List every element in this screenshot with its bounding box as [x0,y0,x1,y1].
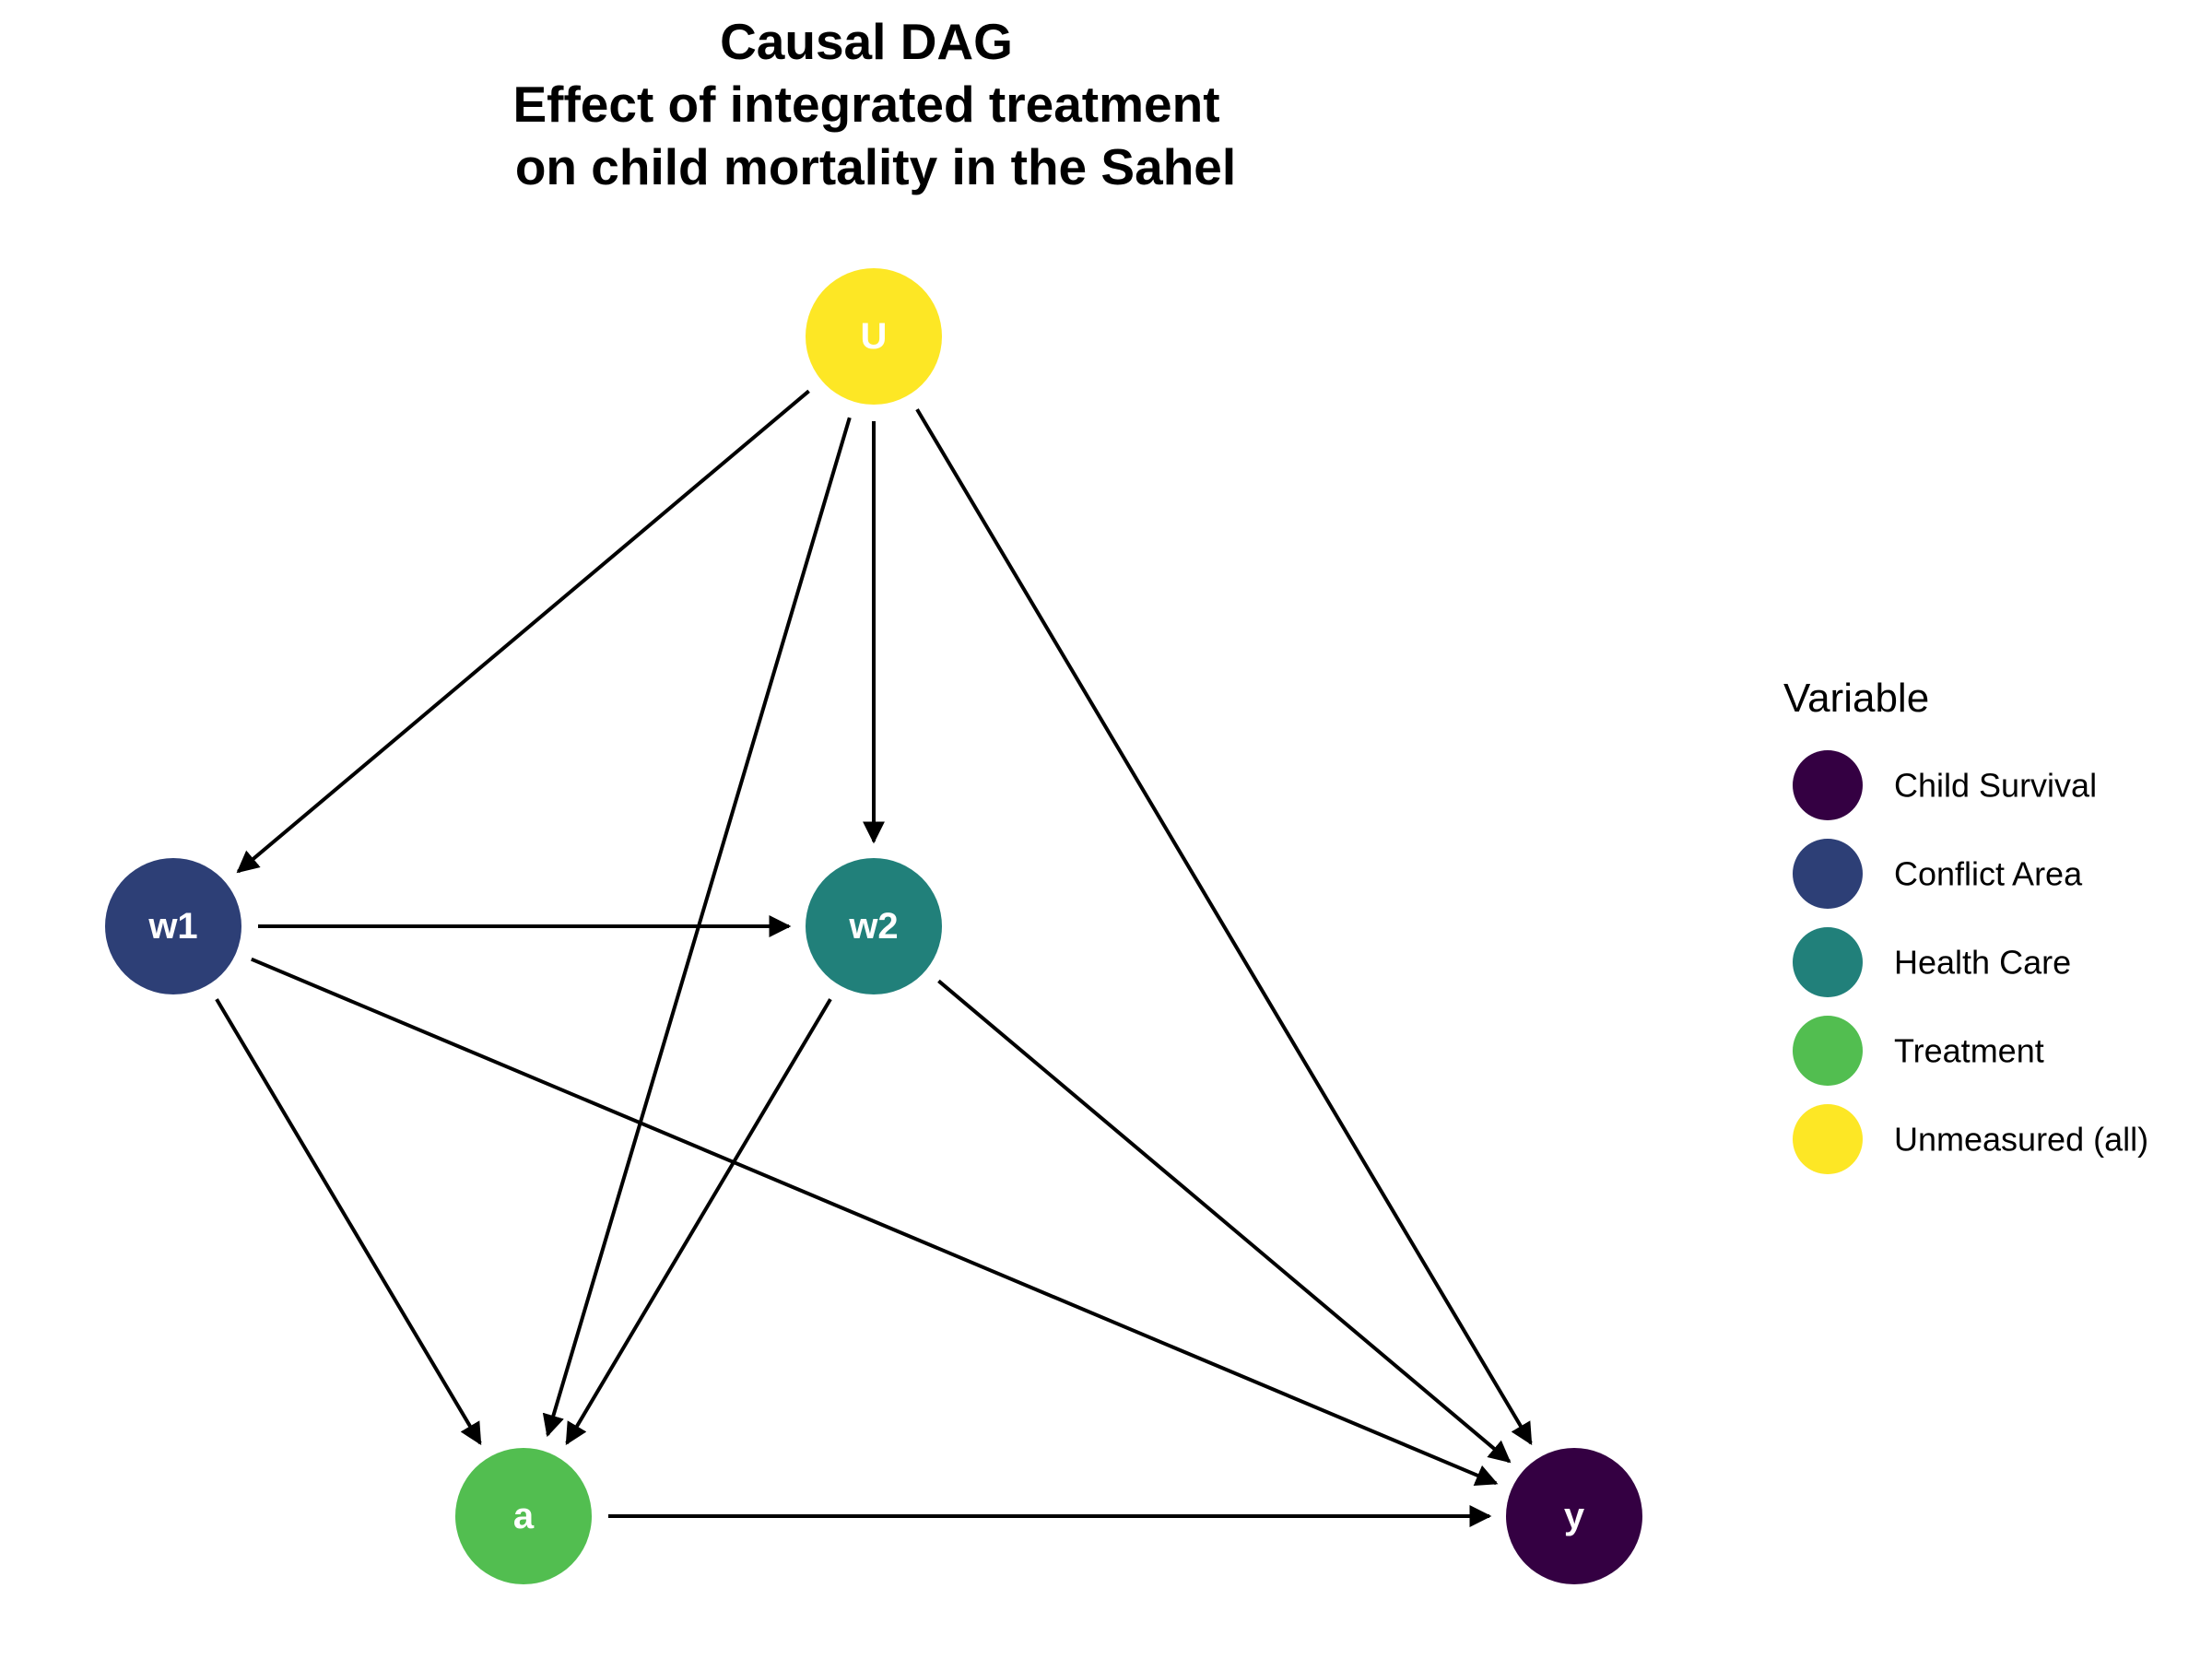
nodes: Uw1 w2 a y [105,268,1642,1584]
edge-U-to-y [915,408,1533,1445]
edge-w1-to-a [215,998,482,1445]
legend-item: Health Care [1793,927,2071,997]
legend-item: Child Survival [1793,750,2097,820]
edge-w1-to-y [251,957,1499,1486]
node-circle-U [806,268,942,405]
node-label-w2: w2 [848,906,898,947]
legend-swatch [1793,1104,1863,1174]
legend-title: Variable [1783,676,1929,721]
edge-w2-to-y [937,979,1512,1464]
title-line-1: Causal DAG [720,13,1013,70]
node-circle-w1 [105,858,241,994]
legend-label: Unmeasured (all) [1894,1121,2148,1159]
node-circle-w2 [806,858,942,994]
edges [215,389,1533,1527]
node-label-U: U [861,316,888,357]
diagram-title: Causal DAG Effect of integrated treatmen… [512,13,1236,195]
legend-item: Conflict Area [1793,839,2083,909]
title-line-3: on child mortality in the Sahel [515,138,1236,195]
title-line-2: Effect of integrated treatment [512,76,1219,133]
legend-label: Child Survival [1894,767,2097,805]
node-circle-a [455,1448,592,1584]
legend: Variable Child Survival Conflict Area Heal… [1783,676,2148,1174]
node-label-y: y [1564,1496,1585,1536]
legend-swatch [1793,927,1863,997]
legend-label: Health Care [1894,944,2071,982]
node-label-a: a [513,1496,535,1536]
node-circle-y [1506,1448,1642,1584]
legend-swatch [1793,750,1863,820]
legend-label: Conflict Area [1894,855,2083,893]
edge-w2-to-a [565,998,832,1445]
legend-item: Treatment [1793,1016,2044,1086]
legend-label: Treatment [1894,1032,2044,1070]
node-w2: w2 [806,858,942,994]
legend-swatch [1793,839,1863,909]
node-U: U [806,268,942,405]
node-y: y [1506,1448,1642,1584]
edge-U-to-w1 [236,389,810,874]
node-a: a [455,1448,592,1584]
legend-swatch [1793,1016,1863,1086]
node-w1: w1 [105,858,241,994]
legend-item: Unmeasured (all) [1793,1104,2148,1174]
node-label-w1: w1 [147,906,197,947]
